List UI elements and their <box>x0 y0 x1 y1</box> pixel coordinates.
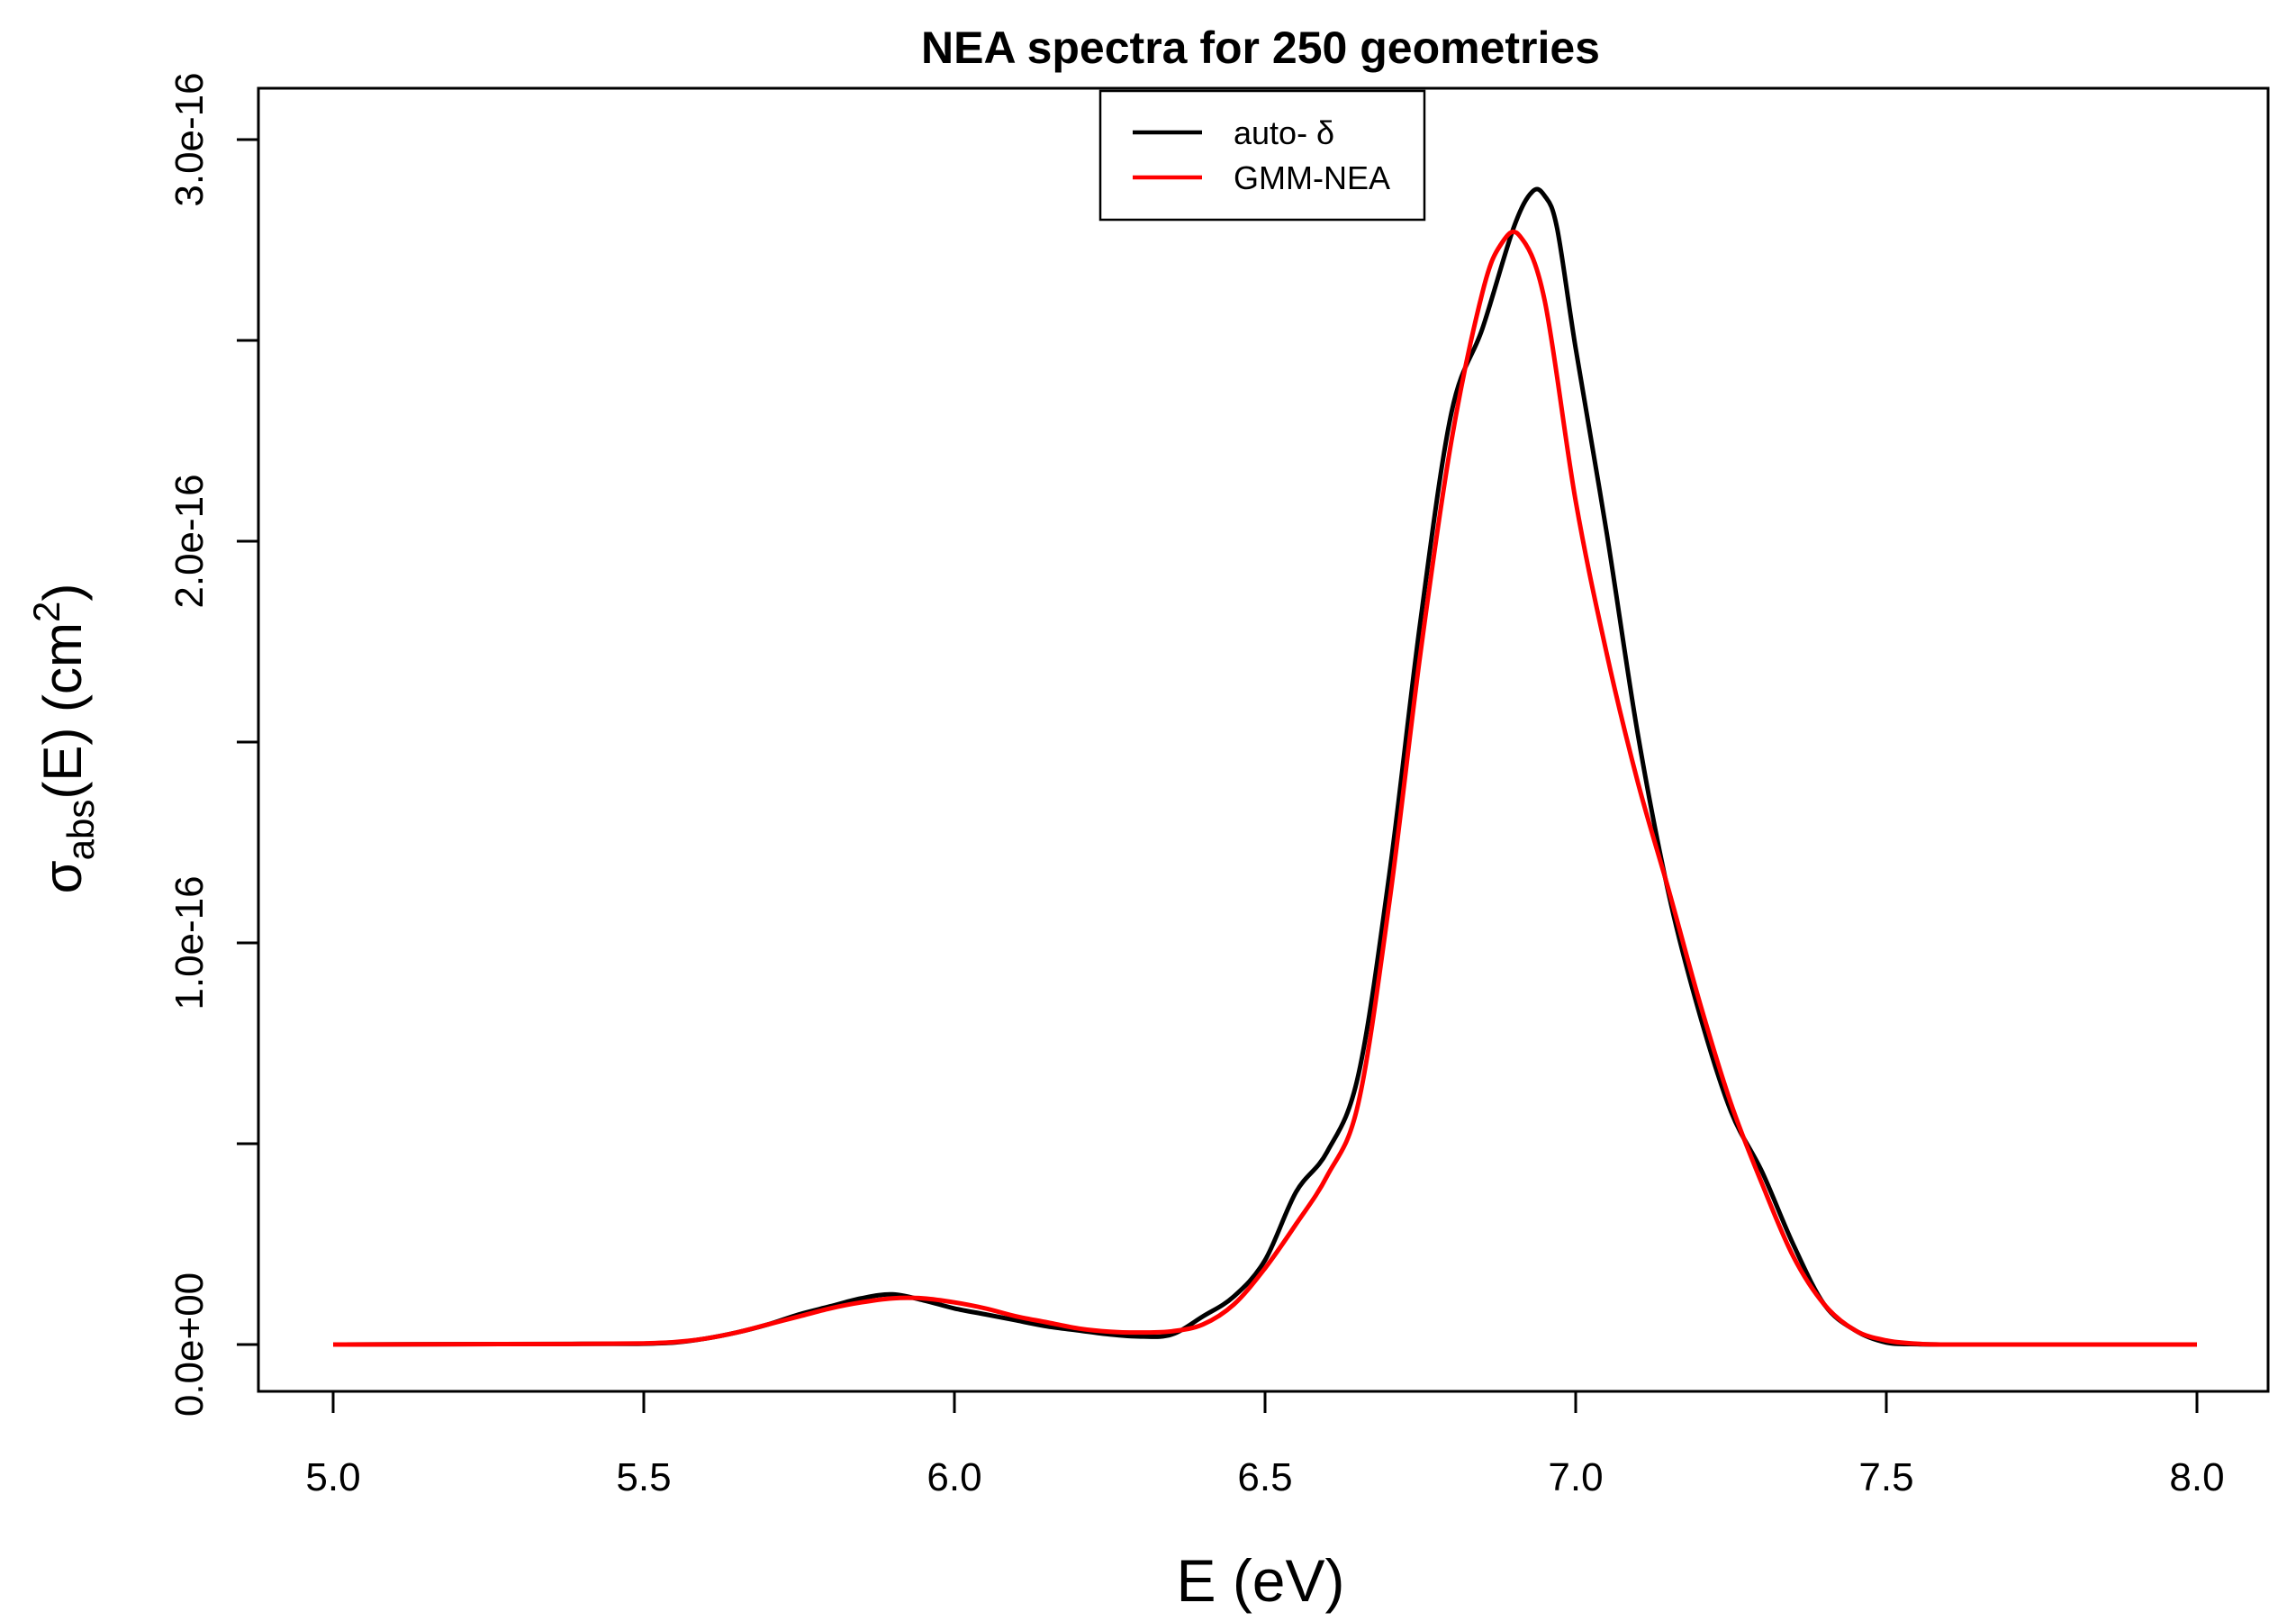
legend-label-auto-delta: auto- δ <box>1234 114 1334 151</box>
x-axis-label: E (eV) <box>1176 1547 1344 1614</box>
y-tick-label: 2.0e-16 <box>167 474 212 608</box>
x-tick-label: 6.0 <box>927 1455 981 1499</box>
legend-box <box>1098 89 1426 222</box>
x-tick-label: 7.0 <box>1548 1455 1603 1499</box>
x-tick-label: 5.0 <box>305 1455 360 1499</box>
series-layer <box>332 186 2197 1347</box>
x-axis: 5.0 5.5 6.0 6.5 7.0 7.5 8.0 <box>305 1390 2225 1499</box>
y-label-subscript: abs <box>59 800 102 861</box>
series-gmm-nea-line <box>332 230 2197 1347</box>
series-auto-delta-line <box>332 186 2197 1347</box>
y-label-symbol: σ <box>32 860 93 893</box>
x-tick-label: 6.5 <box>1237 1455 1292 1499</box>
legend: auto- δ GMM-NEA <box>1098 89 1426 222</box>
x-tick-label: 7.5 <box>1858 1455 1913 1499</box>
y-axis-label: σabs(E) (cm2) <box>25 584 102 894</box>
y-label-close: ) <box>32 584 93 602</box>
y-tick-label: 0.0e+00 <box>167 1272 212 1417</box>
x-tick-label: 5.5 <box>616 1455 671 1499</box>
y-tick-label: 1.0e-16 <box>167 875 212 1010</box>
x-tick-label: 8.0 <box>2169 1455 2224 1499</box>
chart-title: NEA spectra for 250 geometries <box>921 23 1600 73</box>
y-axis: 0.0e+00 1.0e-16 2.0e-16 3.0e-16 <box>167 72 260 1417</box>
y-label-main: (E) (cm <box>32 622 93 800</box>
plot-frame <box>257 86 2270 1393</box>
y-tick-label: 3.0e-16 <box>167 72 212 206</box>
y-label-superscript: 2 <box>25 602 68 622</box>
legend-label-gmm-nea: GMM-NEA <box>1234 159 1390 196</box>
